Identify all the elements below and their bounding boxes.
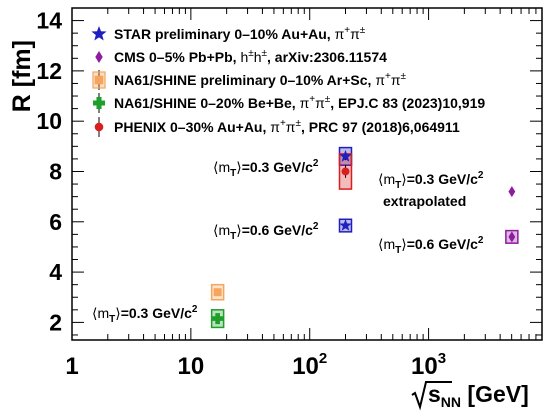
plot-frame bbox=[71, 7, 543, 341]
data-point bbox=[339, 219, 352, 231]
legend-label: PHENIX 0–30% Au+Au, π+π±, PRC 97 (2018)6… bbox=[114, 118, 460, 135]
legend-marker bbox=[91, 26, 107, 41]
markers bbox=[212, 149, 516, 325]
x-axis-label: sNN [GeV] bbox=[428, 381, 529, 410]
annotation-extrapolated: extrapolated bbox=[383, 193, 466, 209]
legend-label: NA61/SHINE preliminary 0–10% Ar+Sc, π+π± bbox=[114, 71, 407, 88]
legend-marker bbox=[95, 51, 103, 63]
legend-label: STAR preliminary 0–10% Au+Au, π+π± bbox=[114, 25, 366, 42]
data-point bbox=[341, 167, 350, 176]
axis-labels: R [fm] sNN [GeV] bbox=[8, 40, 529, 411]
y-tick-label: 6 bbox=[49, 209, 62, 235]
annotation-mean-mt: ⟨mT⟩=0.3 GeV/c2 bbox=[378, 170, 484, 191]
y-tick-label: 14 bbox=[36, 8, 62, 34]
x-tick-label: 10 bbox=[178, 353, 205, 380]
x-tick-label: 102 bbox=[292, 350, 327, 380]
x-tick-label: 1 bbox=[65, 353, 78, 380]
y-tick-label: 4 bbox=[49, 259, 62, 285]
legend-marker bbox=[94, 75, 104, 85]
sqrt-symbol bbox=[411, 381, 452, 411]
y-tick-label: 12 bbox=[36, 58, 62, 84]
data-point bbox=[508, 231, 516, 243]
legend: STAR preliminary 0–10% Au+Au, π+π± CMS 0–… bbox=[91, 25, 485, 137]
annotation-mean-mt: ⟨mT⟩=0.6 GeV/c2 bbox=[378, 235, 484, 256]
legend-label: CMS 0–5% Pb+Pb, h±h±, arXiv:2306.11574 bbox=[114, 48, 387, 65]
data-point bbox=[212, 313, 224, 325]
y-tick-label: 2 bbox=[49, 309, 62, 335]
annotation-mean-mt: ⟨mT⟩=0.3 GeV/c2 bbox=[92, 304, 198, 325]
y-tick-label: 8 bbox=[49, 158, 62, 184]
legend-marker bbox=[93, 97, 106, 110]
legend-marker bbox=[94, 122, 104, 132]
x-tick-label: 103 bbox=[411, 350, 446, 380]
y-tick-label: 10 bbox=[36, 108, 62, 134]
annotations: ⟨mT⟩=0.3 GeV/c2 ⟨mT⟩=0.6 GeV/c2 ⟨mT⟩=0.3 G… bbox=[92, 158, 484, 325]
data-point bbox=[339, 149, 352, 162]
data-point bbox=[508, 186, 516, 198]
annotation-mean-mt: ⟨mT⟩=0.6 GeV/c2 bbox=[213, 221, 319, 242]
data-point bbox=[213, 288, 222, 297]
annotation-mean-mt: ⟨mT⟩=0.3 GeV/c2 bbox=[213, 158, 319, 179]
ticks-layer: 1 10 102 103 2 4 6 8 10 12 14 bbox=[36, 7, 543, 380]
y-axis-label: R [fm] bbox=[8, 40, 36, 112]
legend-label: NA61/SHINE 0–20% Be+Be, π+π±, EPJ.C 83 (… bbox=[114, 94, 485, 111]
